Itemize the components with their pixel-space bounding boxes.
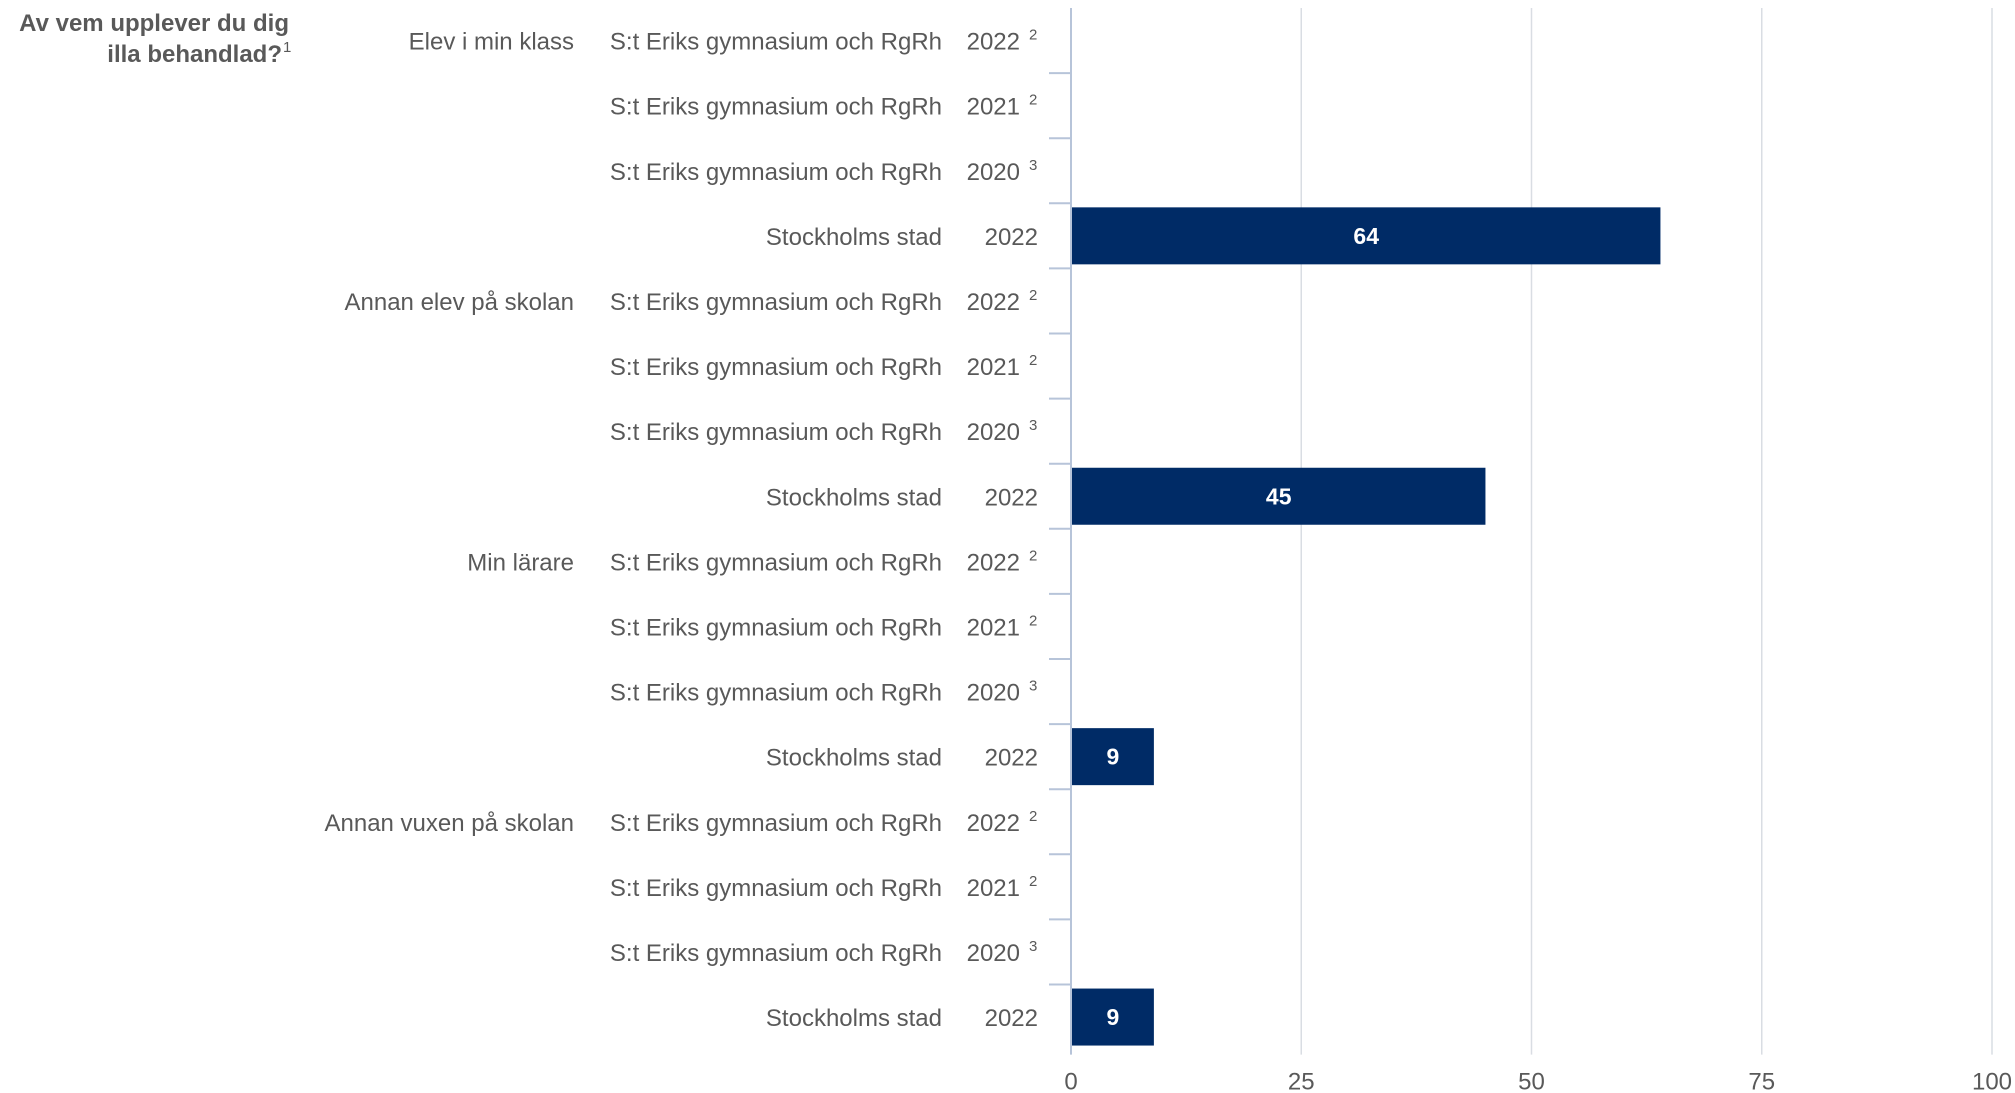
year-label: 2022 bbox=[967, 289, 1020, 316]
unit-label: S:t Eriks gymnasium och RgRh bbox=[610, 159, 942, 186]
year-label: 2022 bbox=[985, 224, 1038, 251]
year-footnote: 3 bbox=[1029, 938, 1037, 955]
chart-question-line-1: Av vem upplever du dig bbox=[19, 10, 289, 37]
x-tick-label: 25 bbox=[1288, 1069, 1315, 1093]
year-label: 2022 bbox=[985, 484, 1038, 511]
group-label: Annan elev på skolan bbox=[345, 289, 575, 316]
year-label: 2020 bbox=[967, 680, 1020, 707]
bar bbox=[1072, 467, 1486, 525]
unit-label: Stockholms stad bbox=[766, 484, 942, 511]
unit-label: S:t Eriks gymnasium och RgRh bbox=[610, 549, 942, 576]
year-footnote: 2 bbox=[1029, 287, 1037, 304]
year-label: 2021 bbox=[967, 875, 1020, 902]
bar bbox=[1072, 988, 1154, 1046]
x-tick-label: 75 bbox=[1748, 1069, 1775, 1093]
bar bbox=[1072, 207, 1661, 265]
year-footnote: 3 bbox=[1029, 678, 1037, 695]
bars: 64 45 9 9 bbox=[1072, 207, 1661, 1046]
group-label: Annan vuxen på skolan bbox=[324, 810, 574, 837]
x-tick-label: 100 bbox=[1972, 1069, 2012, 1093]
year-footnote: 2 bbox=[1029, 547, 1037, 564]
bar-value-label: 9 bbox=[1107, 744, 1120, 770]
unit-label: S:t Eriks gymnasium och RgRh bbox=[610, 354, 942, 381]
year-label: 2021 bbox=[967, 354, 1020, 381]
grid-lines bbox=[1300, 8, 1993, 1055]
unit-label: Stockholms stad bbox=[766, 1005, 942, 1032]
unit-label: S:t Eriks gymnasium och RgRh bbox=[610, 810, 942, 837]
unit-label: S:t Eriks gymnasium och RgRh bbox=[610, 289, 942, 316]
bar-value-label: 9 bbox=[1107, 1004, 1120, 1030]
year-label: 2020 bbox=[967, 940, 1020, 967]
year-footnote: 3 bbox=[1029, 417, 1037, 434]
year-footnote: 3 bbox=[1029, 157, 1037, 174]
year-footnote: 2 bbox=[1029, 352, 1037, 369]
year-label: 2022 bbox=[967, 810, 1020, 837]
x-tick-label: 50 bbox=[1518, 1069, 1545, 1093]
unit-label: S:t Eriks gymnasium och RgRh bbox=[610, 680, 942, 707]
unit-label: S:t Eriks gymnasium och RgRh bbox=[610, 94, 942, 121]
year-label: 2021 bbox=[967, 614, 1020, 641]
unit-label: S:t Eriks gymnasium och RgRh bbox=[610, 614, 942, 641]
y-axis bbox=[1049, 8, 1072, 1055]
year-label: 2020 bbox=[967, 419, 1020, 446]
bar bbox=[1072, 728, 1154, 786]
x-axis-ticks: 0 25 50 75 100 bbox=[1064, 1069, 2012, 1093]
year-footnote: 2 bbox=[1029, 27, 1037, 44]
year-label: 2020 bbox=[967, 159, 1020, 186]
x-tick-label: 0 bbox=[1064, 1069, 1077, 1093]
year-label: 2022 bbox=[967, 549, 1020, 576]
year-label: 2022 bbox=[967, 29, 1020, 56]
group-label: Min lärare bbox=[467, 549, 574, 576]
unit-label: S:t Eriks gymnasium och RgRh bbox=[610, 29, 942, 56]
year-footnote: 2 bbox=[1029, 612, 1037, 629]
year-footnote: 2 bbox=[1029, 92, 1037, 109]
bar-value-label: 64 bbox=[1353, 223, 1379, 249]
unit-label: Stockholms stad bbox=[766, 224, 942, 251]
year-label: 2022 bbox=[985, 745, 1038, 772]
unit-label: S:t Eriks gymnasium och RgRh bbox=[610, 419, 942, 446]
year-footnote: 2 bbox=[1029, 808, 1037, 825]
unit-label: S:t Eriks gymnasium och RgRh bbox=[610, 940, 942, 967]
bar-value-label: 45 bbox=[1266, 483, 1292, 509]
group-label: Elev i min klass bbox=[409, 29, 574, 56]
category-labels: Elev i min klass S:t Eriks gymnasium och … bbox=[324, 27, 1038, 1033]
year-label: 2022 bbox=[985, 1005, 1038, 1032]
unit-label: Stockholms stad bbox=[766, 745, 942, 772]
unit-label: S:t Eriks gymnasium och RgRh bbox=[610, 875, 942, 902]
year-footnote: 2 bbox=[1029, 873, 1037, 890]
year-label: 2021 bbox=[967, 94, 1020, 121]
chart-question-footnote: 1 bbox=[283, 39, 291, 56]
chart-question-line-2: illa behandlad? bbox=[107, 41, 282, 68]
chart-question: Av vem upplever du dig illa behandlad? 1 bbox=[19, 10, 291, 68]
